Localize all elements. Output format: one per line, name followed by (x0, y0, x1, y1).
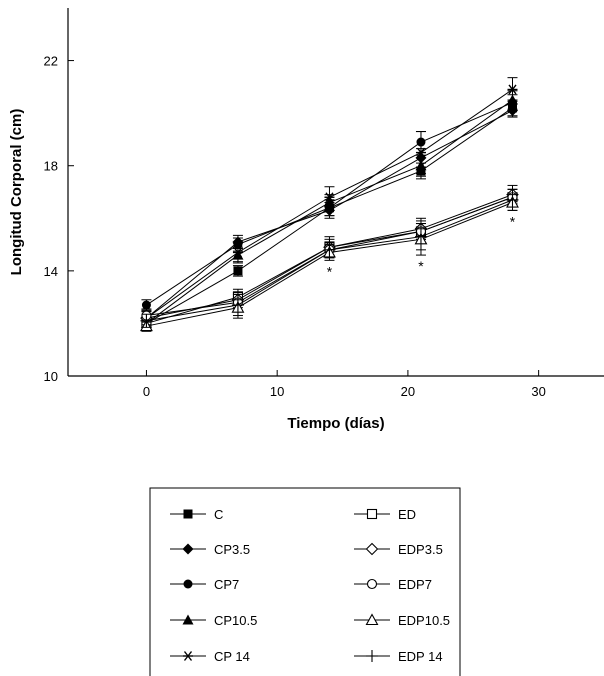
legend-label: EDP10.5 (398, 613, 450, 628)
legend-marker (183, 579, 193, 589)
legend-item-cp7: CP7 (170, 577, 239, 592)
significance-marker: * (510, 213, 516, 229)
data-point (140, 314, 153, 327)
legend-label: EDP 14 (398, 649, 443, 664)
legend-label: CP7 (214, 577, 239, 592)
y-tick-label: 10 (44, 369, 58, 384)
series-edp-14 (140, 188, 519, 328)
legend-marker (366, 508, 378, 520)
legend-label: CP3.5 (214, 542, 250, 557)
legend-marker (365, 542, 379, 556)
legend-item-cp10-5: CP10.5 (170, 613, 257, 628)
data-point (415, 147, 426, 158)
significance-marker: * (327, 263, 333, 279)
legend-label: EDP7 (398, 577, 432, 592)
series-cp-14 (141, 77, 518, 327)
legend-item-ed: ED (354, 507, 416, 522)
legend: C CP3.5 CP7 CP10.5 CP 14 ED EDP3.5 EDP7 EDP10.5 E… (149, 487, 461, 676)
y-tick-label: 22 (44, 54, 58, 69)
x-tick-label: 20 (401, 384, 415, 399)
legend-marker (183, 651, 193, 661)
legend-item-cp3-5: CP3.5 (170, 542, 250, 557)
legend-box (149, 487, 461, 676)
legend-item-cp-14: CP 14 (170, 649, 250, 664)
y-tick-label: 18 (44, 159, 58, 174)
data-point (232, 247, 243, 258)
data-point (323, 243, 336, 256)
x-tick-label: 30 (531, 384, 545, 399)
legend-label: EDP3.5 (398, 542, 443, 557)
significance-marker: * (418, 258, 424, 274)
y-axis-title: Longitud Corporal (cm) (8, 109, 25, 276)
legend-label: C (214, 507, 223, 522)
legend-item-c: C (170, 507, 223, 522)
legend-label: CP10.5 (214, 613, 257, 628)
asterisk-stroke (325, 192, 334, 203)
data-point (507, 84, 518, 95)
legend-marker (366, 578, 378, 590)
asterisk-stroke (508, 84, 517, 95)
legend-marker (182, 543, 194, 555)
legend-item-edp-14: EDP 14 (354, 649, 443, 664)
asterisk-stroke (183, 651, 193, 661)
data-point (233, 266, 243, 276)
x-tick-label: 0 (143, 384, 150, 399)
asterisk-stroke (416, 147, 426, 158)
data-point (231, 299, 244, 312)
legend-marker (183, 509, 193, 519)
legend-item-edp10-5: EDP10.5 (354, 613, 450, 628)
legend-label: CP 14 (214, 649, 250, 664)
annotation-layer: * * * (327, 213, 516, 279)
asterisk-stroke (233, 247, 243, 258)
x-axis-title: Tiempo (días) (287, 415, 384, 432)
legend-item-edp3-5: EDP3.5 (354, 542, 443, 557)
legend-label: ED (398, 507, 416, 522)
y-tick-label: 14 (44, 264, 58, 279)
series-layer (140, 77, 519, 332)
data-point (324, 192, 335, 203)
legend-marker (365, 613, 379, 626)
tick-layer: 10 14 18 22 0 10 20 30 (44, 54, 546, 399)
x-tick-label: 10 (270, 384, 284, 399)
legend-marker (182, 614, 194, 625)
legend-item-edp7: EDP7 (354, 577, 432, 592)
legend-marker (366, 650, 378, 662)
axes (67, 8, 604, 377)
data-point (506, 193, 519, 206)
data-point (141, 300, 151, 310)
data-point (414, 230, 427, 243)
